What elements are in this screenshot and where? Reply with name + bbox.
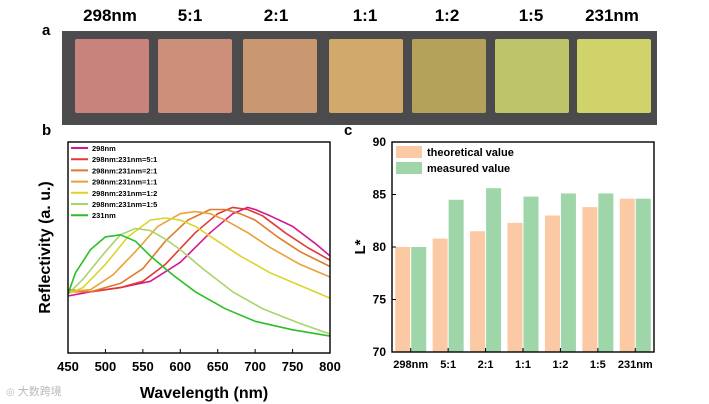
x-tick-label: 750 [282,359,304,374]
sample-label-1-5: 1:5 [518,6,544,25]
series-line-1 [67,206,331,293]
legend-label-0: 298nm [92,144,116,153]
sample-label-298nm: 298nm [83,6,137,25]
sample-swatch [75,39,149,113]
panel-label-a: a [42,22,51,39]
y-axis-label: Reflectivity (a. u.) [37,181,54,313]
sample-label-1-2: 1:2 [434,6,460,25]
panel-label-b: b [42,122,52,139]
series-line-3 [67,210,331,293]
x-tick-label: 450 [57,359,79,374]
category-label: 1:2 [552,359,568,371]
category-label: 5:1 [440,359,456,371]
x-tick-label: 800 [319,359,341,374]
panel-label-c: c [344,122,353,139]
watermark-logo-icon: ◎ [6,387,15,398]
y-axis-label: L* [352,239,369,254]
category-label: 1:5 [590,359,606,371]
sample-swatch [243,39,317,113]
category-label: 2:1 [478,359,494,371]
x-tick-label: 650 [207,359,229,374]
bar-measured-3 [523,196,539,352]
legend-label-2: 298nm:231nm=2:1 [92,166,157,175]
bar-measured-5 [598,193,614,352]
bar-theoretical-5 [582,207,598,352]
y-tick-label: 70 [373,345,387,359]
bar-measured-0 [411,247,427,352]
y-tick-label: 80 [373,240,387,254]
y-tick-label: 85 [373,188,387,202]
legend-label-1: measured value [427,163,510,175]
category-label: 231nm [618,359,653,371]
sample-swatch [495,39,569,113]
legend-label-6: 231nm [92,211,116,220]
x-tick-label: 600 [169,359,191,374]
sample-label-5-1: 5:1 [177,6,203,25]
bar-measured-4 [560,193,576,352]
bar-theoretical-3 [507,222,523,352]
sample-swatch [329,39,403,113]
x-axis-label: Wavelength (nm) [140,385,268,402]
bar-measured-2 [486,188,502,352]
x-tick-label: 550 [132,359,154,374]
legend-label-1: 298nm:231nm=5:1 [92,155,157,164]
series-line-6 [67,234,331,337]
y-tick-label: 90 [373,135,387,149]
bar-theoretical-0 [395,247,411,352]
sample-swatch [412,39,486,113]
series-line-0 [67,206,331,297]
sample-label-231nm: 231nm [585,6,639,25]
x-tick-label: 700 [244,359,266,374]
sample-label-1-1: 1:1 [352,6,378,25]
sample-label-2-1: 2:1 [263,6,289,25]
watermark: ◎ 大数跨境 [6,383,62,399]
x-tick-label: 500 [95,359,117,374]
legend-swatch-1 [396,162,422,174]
category-label: 1:1 [515,359,531,371]
bar-measured-6 [635,198,651,352]
bar-theoretical-6 [619,198,635,352]
lightness-bar-chart: 70 75 80 85 90 298nm 5:1 2:1 1:1 1:2 1:5 231nm L* the… [352,135,655,371]
sample-swatch [158,39,232,113]
y-tick-label: 75 [373,293,387,307]
plot-frame [67,141,331,354]
sample-swatch [577,39,651,113]
series-line-4 [67,217,331,299]
bar-theoretical-4 [544,215,560,352]
bar-measured-1 [448,199,464,352]
reflectivity-chart: 450 500 550 600 650 700 750 800 Wavelength (nm) R… [37,141,341,402]
legend-label-0: theoretical value [427,147,514,159]
legend-label-3: 298nm:231nm=1:1 [92,178,157,187]
series-line-2 [68,208,331,293]
bar-theoretical-2 [470,231,486,352]
watermark-text: 大数跨境 [17,386,62,398]
category-label: 298nm [393,359,428,371]
legend-label-5: 298nm:231nm=1:5 [92,200,157,209]
bar-theoretical-1 [432,238,448,352]
series-line-5 [67,227,331,335]
legend-swatch-0 [396,146,422,158]
legend-label-4: 298nm:231nm=1:2 [92,189,157,198]
sample-photo-board [62,31,657,125]
